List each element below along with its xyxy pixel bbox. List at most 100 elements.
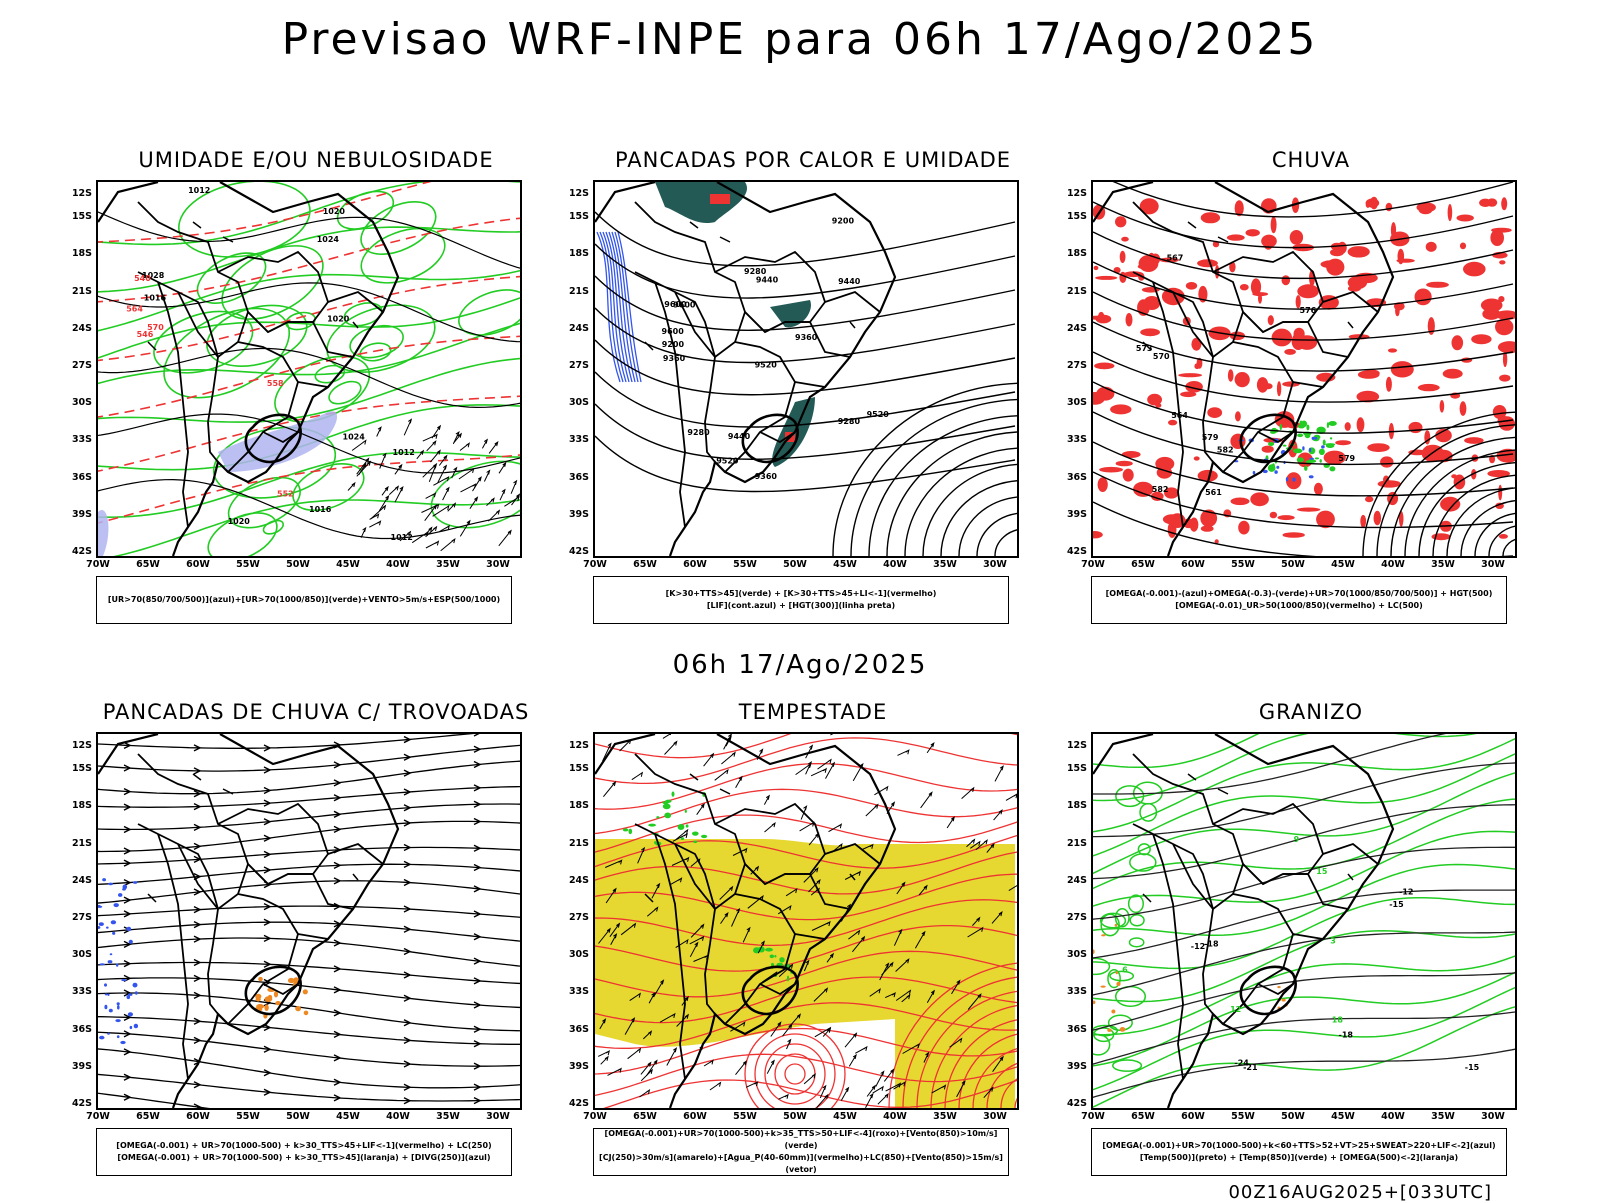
contour-label: 6: [1122, 966, 1128, 975]
contour-label: 9200: [832, 216, 855, 225]
panel-legend: [OMEGA(-0.001) + UR>70(1000-500) + k>30_…: [96, 1128, 512, 1176]
legend-line: [OMEGA(-0.001) + UR>70(1000-500) + k>30_…: [116, 1141, 492, 1150]
temp-850-contours: [1093, 734, 1515, 1108]
temp-500-contours: [1093, 734, 1515, 1098]
latitude-tick-label: 42S: [71, 1098, 92, 1109]
longitude-tick-label: 40W: [1381, 1111, 1405, 1122]
latitude-tick-label: 27S: [568, 912, 589, 923]
latitude-tick-label: 33S: [71, 434, 92, 446]
contour-label: 9520: [755, 360, 778, 369]
latitude-tick-label: 18S: [568, 800, 589, 812]
longitude-tick-label: 60W: [1181, 1111, 1205, 1122]
forecast-map: 9600 9600 9600 9520 9520 9520 9440 9440 9440 9360…: [593, 180, 1019, 558]
latitude-tick-label: 30S: [71, 949, 92, 961]
panel-legend: [OMEGA(-0.001)+UR>70(1000-500)+k>35_TTS>…: [593, 1128, 1009, 1176]
forecast-map: 579 582 582 579 576 573 570 567 564 561: [1091, 180, 1517, 558]
forecast-panel: UMIDADE E/OU NEBULOSIDADE 12S 15S 18S 21S 24S…: [66, 148, 566, 638]
longitude-tick-label: 40W: [883, 1111, 907, 1122]
latitude-tick-label: 27S: [568, 360, 589, 371]
height-contours: [1093, 182, 1515, 556]
longitude-tick-label: 60W: [186, 1111, 210, 1122]
latitude-tick-label: 39S: [1066, 1060, 1087, 1072]
contour-label: 1024: [317, 235, 340, 244]
longitude-tick-label: 65W: [136, 1111, 160, 1122]
wind-vectors: [597, 734, 1017, 1108]
contour-label: 564: [126, 304, 143, 313]
latitude-tick-label: 15S: [71, 211, 92, 223]
latitude-tick-label: 39S: [568, 1060, 589, 1072]
legend-line: [OMEGA(-0.001)-(azul)+OMEGA(-0.3)-(verde…: [1105, 589, 1493, 598]
contour-label: 9440: [728, 432, 751, 441]
longitude-tick-label: 50W: [1281, 559, 1305, 570]
longitude-tick-label: 55W: [733, 1111, 757, 1122]
latitude-tick-label: 30S: [1066, 397, 1087, 409]
longitude-tick-label: 65W: [1131, 1111, 1155, 1122]
latitude-tick-label: 33S: [1066, 986, 1087, 998]
contour-label: 579: [1202, 433, 1219, 442]
contour-label: 540: [134, 274, 151, 283]
longitude-tick-label: 70W: [1081, 559, 1105, 570]
map-borders: [595, 182, 897, 556]
latitude-tick-label: 21S: [71, 837, 92, 849]
forecast-map: [96, 732, 522, 1110]
longitude-tick-label: 45W: [336, 559, 360, 570]
wind-vectors: [347, 418, 520, 552]
longitude-tick-label: 45W: [1331, 559, 1355, 570]
longitude-tick-label: 35W: [436, 1111, 460, 1122]
contour-label: 9200: [662, 340, 685, 349]
contour-label: 552: [277, 490, 294, 499]
latitude-tick-label: 15S: [1066, 211, 1087, 223]
panel-legend: [K>30+TTS>45](verde) + [K>30+TTS>45+LI<-…: [593, 576, 1009, 624]
contour-label: 1012: [393, 448, 415, 457]
contour-label: 9280: [744, 267, 767, 276]
contour-label: 564: [1171, 411, 1188, 420]
contour-label: 9520: [867, 410, 890, 419]
longitude-tick-label: 30W: [1481, 559, 1505, 570]
map-borders: [1093, 734, 1395, 1108]
contour-label: 18: [1332, 1016, 1344, 1025]
latitude-tick-label: 36S: [71, 471, 92, 483]
longitude-tick-label: 45W: [336, 1111, 360, 1122]
latitude-tick-label: 12S: [71, 188, 92, 199]
latitude-tick-label: 36S: [1066, 1023, 1087, 1035]
contour-label: -24: [1234, 1058, 1249, 1067]
longitude-tick-label: 35W: [1431, 559, 1455, 570]
panel-legend: [UR>70(850/700/500)](azul)+[UR>70(1000/8…: [96, 576, 512, 624]
longitude-tick-label: 35W: [933, 559, 957, 570]
longitude-tick-label: 35W: [933, 1111, 957, 1122]
panel-title: CHUVA: [1271, 148, 1351, 172]
latitude-tick-label: 12S: [1066, 188, 1087, 199]
convective-area: [655, 182, 815, 467]
longitude-tick-label: 70W: [1081, 1111, 1105, 1122]
latitude-tick-label: 12S: [568, 188, 589, 199]
longitude-tick-label: 35W: [436, 559, 460, 570]
latitude-tick-label: 18S: [568, 248, 589, 260]
longitude-tick-label: 40W: [1381, 559, 1405, 570]
longitude-tick-label: 70W: [583, 559, 607, 570]
longitude-tick-label: 50W: [286, 559, 310, 570]
contour-label: 567: [1167, 253, 1184, 262]
latitude-tick-label: 15S: [568, 763, 589, 775]
legend-line: [OMEGA(-0.001)+UR>70(1000-500)+k>35_TTS>…: [604, 1129, 998, 1150]
longitude-tick-label: 55W: [236, 559, 260, 570]
longitude-tick-label: 30W: [486, 1111, 510, 1122]
contour-label: 582: [1152, 485, 1169, 494]
contour-label: 9440: [756, 275, 779, 284]
contour-label: 9280: [838, 417, 861, 426]
latitude-tick-label: 12S: [568, 740, 589, 751]
longitude-tick-label: 70W: [86, 559, 110, 570]
latitude-tick-label: 15S: [71, 763, 92, 775]
map-borders: [1093, 182, 1395, 556]
longitude-tick-label: 70W: [86, 1111, 110, 1122]
contour-label: -12: [1399, 887, 1413, 896]
storm-area: [254, 976, 309, 1019]
page-title: Previsao WRF-INPE para 06h 17/Ago/2025: [281, 14, 1319, 65]
contour-label: 579: [1338, 454, 1355, 463]
contour-label: 576: [1300, 306, 1317, 315]
contour-label: 9280: [687, 428, 710, 437]
latitude-tick-label: 18S: [71, 800, 92, 812]
contour-label: 9360: [755, 472, 778, 481]
contour-label: 12: [1230, 1005, 1241, 1014]
longitude-tick-label: 55W: [1231, 1111, 1255, 1122]
omega-500-area: [1093, 923, 1126, 1032]
